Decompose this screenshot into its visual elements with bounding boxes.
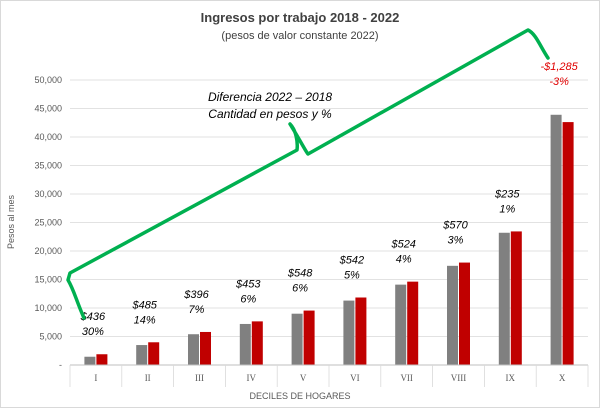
annotation-amount: -$1,285 xyxy=(540,61,578,73)
bar-2022-VI xyxy=(355,297,367,365)
bar-2018-IV xyxy=(239,323,251,365)
bar-2022-IX xyxy=(510,231,522,365)
annotation-amount: $542 xyxy=(339,255,364,267)
annotation-amount: $235 xyxy=(494,188,520,200)
bars xyxy=(84,114,574,366)
annotation-amount: $570 xyxy=(442,220,468,232)
x-axis: I II III IV V VI VII VIII IX X xyxy=(69,364,589,387)
bar-2022-V xyxy=(303,310,315,365)
y-tick-label: 20,000 xyxy=(34,246,62,256)
bar-2022-IV xyxy=(251,321,263,365)
chart-subtitle: (pesos de valor constante 2022) xyxy=(221,30,378,42)
annotation-amount: $524 xyxy=(390,239,415,251)
y-axis-label: Pesos al mes xyxy=(6,194,16,249)
bar-2022-VII xyxy=(407,281,419,365)
annotation-percent: 6% xyxy=(240,293,256,305)
callout-line-2: Cantidad en pesos y % xyxy=(208,107,332,121)
x-tick-label: VII xyxy=(400,373,413,383)
bar-2018-II xyxy=(136,345,148,365)
bar-2018-X xyxy=(550,114,562,366)
difference-callout: Diferencia 2022 – 2018 Cantidad en pesos… xyxy=(66,28,550,320)
annotation-percent: -3% xyxy=(549,76,569,88)
y-tick-label: 5,000 xyxy=(39,332,62,342)
bar-2022-II xyxy=(148,342,160,365)
bar-2022-X xyxy=(562,122,574,365)
annotation-percent: 4% xyxy=(396,254,412,266)
x-tick-label: V xyxy=(300,373,307,383)
y-tick-label: 45,000 xyxy=(34,104,62,114)
bar-2018-V xyxy=(291,313,303,365)
bar-2018-VIII xyxy=(447,265,458,365)
bar-2018-I xyxy=(84,356,96,365)
x-tick-label: IV xyxy=(247,373,257,383)
annotation-amount: $485 xyxy=(131,299,157,311)
y-axis-ticks: - 5,000 10,000 15,000 20,000 25,000 30,000 35,0… xyxy=(34,75,62,370)
bar-2018-III xyxy=(188,334,199,365)
x-tick-label: VIII xyxy=(451,373,467,383)
bar-2022-III xyxy=(200,331,211,365)
y-tick-label: 15,000 xyxy=(34,275,62,285)
x-axis-label: DECILES DE HOGARES xyxy=(249,391,350,401)
annotation-percent: 6% xyxy=(292,283,308,295)
annotation-percent: 3% xyxy=(448,235,464,247)
y-tick-label: 10,000 xyxy=(34,303,62,313)
x-tick-label: II xyxy=(145,373,151,383)
chart-title: Ingresos por trabajo 2018 - 2022 xyxy=(201,10,400,25)
y-tick-label: 35,000 xyxy=(34,161,62,171)
difference-annotations: $436 30% $485 14% $396 7% $453 6% $548 6% $542 5% $5… xyxy=(80,61,579,338)
annotation-percent: 1% xyxy=(499,203,515,215)
annotation-amount: $396 xyxy=(183,289,209,301)
annotation-percent: 14% xyxy=(134,314,156,326)
annotation-amount: $453 xyxy=(235,278,261,290)
annotation-percent: 30% xyxy=(82,326,104,338)
x-tick-label: X xyxy=(559,373,566,383)
callout-line-1: Diferencia 2022 – 2018 xyxy=(208,90,332,104)
y-tick-label: 40,000 xyxy=(34,132,62,142)
bar-2018-VI xyxy=(343,300,355,365)
bar-2018-IX xyxy=(498,232,510,365)
x-tick-label: I xyxy=(94,373,97,383)
bar-2018-VII xyxy=(395,284,407,365)
x-tick-label: VI xyxy=(350,373,360,383)
bar-2022-VIII xyxy=(459,262,470,365)
annotation-percent: 7% xyxy=(189,304,205,316)
annotation-amount: $548 xyxy=(287,268,313,280)
y-tick-label: 50,000 xyxy=(34,75,62,85)
x-tick-label: III xyxy=(195,373,204,383)
callout-brace xyxy=(66,28,550,320)
y-tick-label: - xyxy=(59,360,62,370)
bar-2022-I xyxy=(96,354,108,365)
y-tick-label: 30,000 xyxy=(34,189,62,199)
annotation-amount: $436 xyxy=(80,311,106,323)
annotation-percent: 5% xyxy=(344,270,360,282)
x-tick-label: IX xyxy=(506,373,516,383)
y-tick-label: 25,000 xyxy=(34,218,62,228)
